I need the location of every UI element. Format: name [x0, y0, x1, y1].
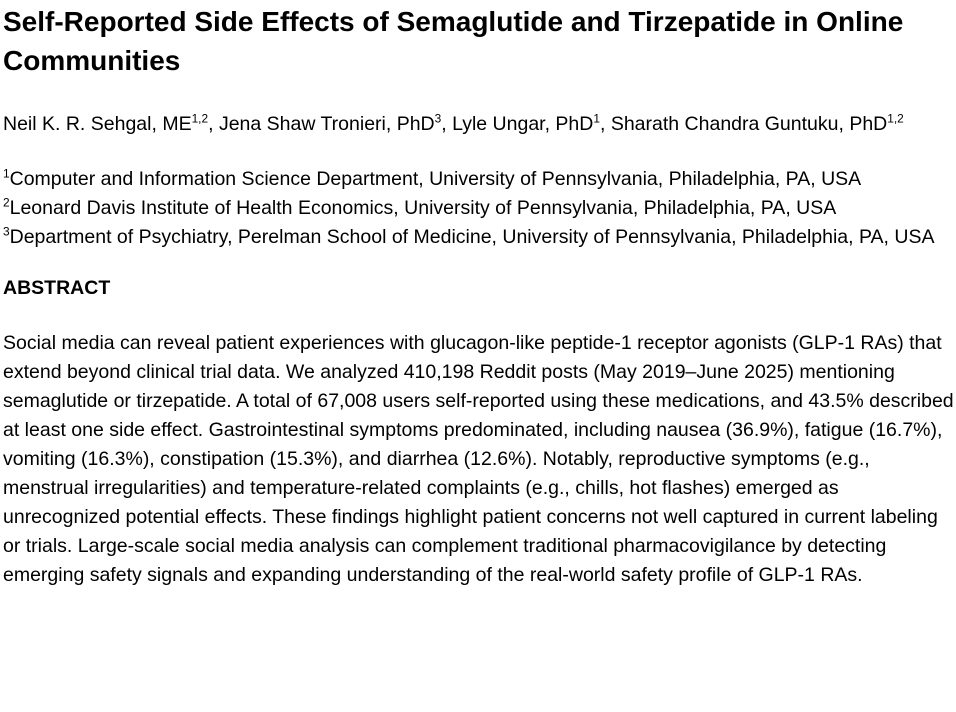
author-name: Sharath Chandra Guntuku, PhD: [610, 113, 888, 135]
author-separator: ,: [599, 113, 611, 135]
affiliation-item: 2Leonard Davis Institute of Health Econo…: [3, 194, 954, 223]
affiliation-item: 3Department of Psychiatry, Perelman Scho…: [3, 223, 954, 252]
author-name: Lyle Ungar, PhD: [452, 113, 594, 135]
author-sup: 1: [593, 111, 600, 126]
author-separator: ,: [208, 113, 219, 135]
author-name: Neil K. R. Sehgal, ME: [3, 113, 192, 135]
author-sup: 3: [434, 111, 442, 126]
abstract-paragraph: Social media can reveal patient experien…: [3, 332, 954, 586]
affiliation-text: Department of Psychiatry, Perelman Schoo…: [9, 226, 935, 248]
paper-title: Self-Reported Side Effects of Semaglutid…: [3, 6, 904, 76]
author-sup: 1,2: [887, 111, 904, 126]
author-separator: ,: [441, 113, 453, 135]
affiliation-sup: 1: [3, 166, 10, 181]
affiliation-sup: 3: [3, 224, 10, 239]
author-list: Neil K. R. Sehgal, ME1,2, Jena Shaw Tron…: [3, 110, 954, 139]
affiliation-item: 1Computer and Information Science Depart…: [3, 165, 954, 194]
author-name: Jena Shaw Tronieri, PhD: [218, 113, 435, 135]
affiliation-list: 1Computer and Information Science Depart…: [3, 165, 954, 252]
affiliation-sup: 2: [3, 195, 10, 210]
affiliation-text: Leonard Davis Institute of Health Econom…: [9, 197, 837, 219]
author-sup: 1,2: [191, 111, 209, 126]
affiliation-text: Computer and Information Science Departm…: [9, 168, 862, 190]
abstract-heading: ABSTRACT: [3, 277, 111, 299]
